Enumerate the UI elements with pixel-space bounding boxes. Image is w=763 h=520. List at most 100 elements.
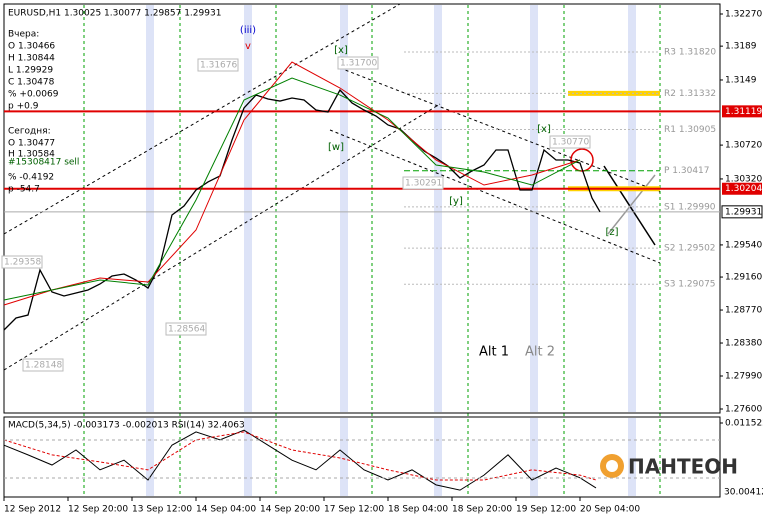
trend-lines <box>3 3 661 371</box>
x-tick-label: 17 Sep 12:00 <box>324 505 384 515</box>
session-band <box>146 418 154 496</box>
info-text: % -0.4192 <box>8 173 54 183</box>
pivot-label: S1 1.29990 <box>664 202 716 212</box>
wave-label: (iii) <box>240 25 256 36</box>
logo-text: ПАНТЕОН <box>628 455 738 479</box>
y-tick-label: 1.27990 <box>725 372 762 382</box>
info-text: C 1.30478 <box>8 78 55 88</box>
red-level-label: 1.31119 <box>725 107 762 117</box>
x-tick-label: 14 Sep 04:00 <box>196 505 256 515</box>
y-tick-label: 1.30320 <box>725 174 762 184</box>
info-text: p +0.9 <box>8 102 39 112</box>
price-tag-box <box>1 255 43 269</box>
price-tag-box <box>549 135 591 149</box>
current-price-box <box>721 205 763 219</box>
red-level-box <box>722 182 762 195</box>
x-tick-label: 18 Sep 20:00 <box>452 505 512 515</box>
series-line <box>3 429 597 491</box>
price-tag-box <box>22 358 64 372</box>
price-tag-box <box>165 322 207 336</box>
logo-icon <box>606 460 618 472</box>
y-tick-label: 1.32270 <box>725 10 762 20</box>
price-tag-box <box>402 176 444 190</box>
x-tick-label: 13 Sep 12:00 <box>132 505 192 515</box>
panel-corner-label: 30.00412 <box>724 488 763 498</box>
wave-label: [z] <box>605 227 618 238</box>
session-band <box>146 5 154 412</box>
x-tick-label: 12 Sep 20:00 <box>68 505 128 515</box>
forecast-line <box>607 174 656 235</box>
y-tick-label: 1.27600 <box>725 405 762 415</box>
red-level-box <box>722 105 762 118</box>
pivot-label: R2 1.31332 <box>664 89 716 99</box>
y-tick-label: 1.3189 <box>725 42 757 52</box>
session-band <box>434 5 442 412</box>
channel-line <box>3 3 401 235</box>
y-tick-label: 1.28380 <box>725 339 762 349</box>
session-band <box>244 5 252 412</box>
x-tick-label: 20 Sep 04:00 <box>580 505 640 515</box>
forecast-line <box>603 165 656 246</box>
session-band <box>628 418 636 496</box>
price-tag: 1.30770 <box>552 138 589 148</box>
plot-frame <box>3 3 721 414</box>
wave-label: [y] <box>449 196 463 207</box>
price-tag: 1.28148 <box>25 361 62 371</box>
pivot-label: S2 1.29502 <box>664 244 716 254</box>
price-tag: 1.31700 <box>340 59 377 69</box>
wave-label: Alt 1 <box>479 345 509 360</box>
series-line <box>3 431 597 481</box>
wave-label: [x] <box>537 124 551 135</box>
pivot-label: R3 1.31820 <box>664 48 716 58</box>
panel-frame <box>3 416 721 498</box>
session-band <box>530 5 538 412</box>
highlight-circle <box>570 148 594 172</box>
session-band <box>244 418 252 496</box>
y-tick-label: 1.30720 <box>725 141 762 151</box>
info-text: Вчера: <box>8 30 39 40</box>
y-tick-label: 1.29160 <box>725 273 762 283</box>
x-tick-label: 19 Sep 12:00 <box>516 505 576 515</box>
info-text: #15308417 sell <box>8 158 79 168</box>
series-line <box>3 61 581 306</box>
channel-line <box>3 103 441 371</box>
pivot-label: S3 1.29075 <box>664 280 716 290</box>
price-tag: 1.28564 <box>168 325 205 335</box>
info-text: p -54.7 <box>8 185 40 195</box>
red-level-label: 1.30204 <box>725 184 762 194</box>
current-price-label: 1.29931 <box>725 207 762 217</box>
series-line <box>3 77 581 301</box>
wave-label: [w] <box>328 142 344 153</box>
price-tag-box <box>337 56 379 70</box>
info-text: H 1.30584 <box>8 150 55 160</box>
y-tick-label: 0.011522 <box>725 419 763 429</box>
price-tag: 1.29358 <box>4 258 41 268</box>
price-tag: 1.31676 <box>200 61 237 71</box>
panel-title: MACD(5,34,5) -0.003173 -0.002013 RSI(14)… <box>8 421 245 431</box>
pivot-label: R1 1.30905 <box>664 125 716 135</box>
y-tick-label: 1.29540 <box>725 240 762 250</box>
price-tag-box <box>197 58 239 72</box>
pivot-label: P 1.30417 <box>664 166 710 176</box>
info-text: O 1.30466 <box>8 42 55 52</box>
wave-label: [x] <box>334 45 348 56</box>
y-tick-label: 1.3149 <box>725 75 757 85</box>
session-band <box>530 418 538 496</box>
channel-line <box>329 129 661 264</box>
chart-title: EURUSD,H1 1.30025 1.30077 1.29857 1.2993… <box>8 9 221 19</box>
session-band <box>340 418 348 496</box>
session-band <box>434 418 442 496</box>
price-tag: 1.30291 <box>405 179 442 189</box>
info-text: Сегодня: <box>8 127 51 137</box>
x-tick-label: 12 Sep 2012 <box>4 505 61 515</box>
info-text: H 1.30844 <box>8 54 55 64</box>
series-line <box>3 88 601 331</box>
x-tick-label: 18 Sep 04:00 <box>388 505 448 515</box>
x-tick-label: 14 Sep 20:00 <box>260 505 320 515</box>
info-text: % +0.0069 <box>8 90 59 100</box>
info-text: O 1.30477 <box>8 139 55 149</box>
y-tick-label: 1.28770 <box>725 306 762 316</box>
logo: ПАНТЕОН <box>600 454 738 479</box>
